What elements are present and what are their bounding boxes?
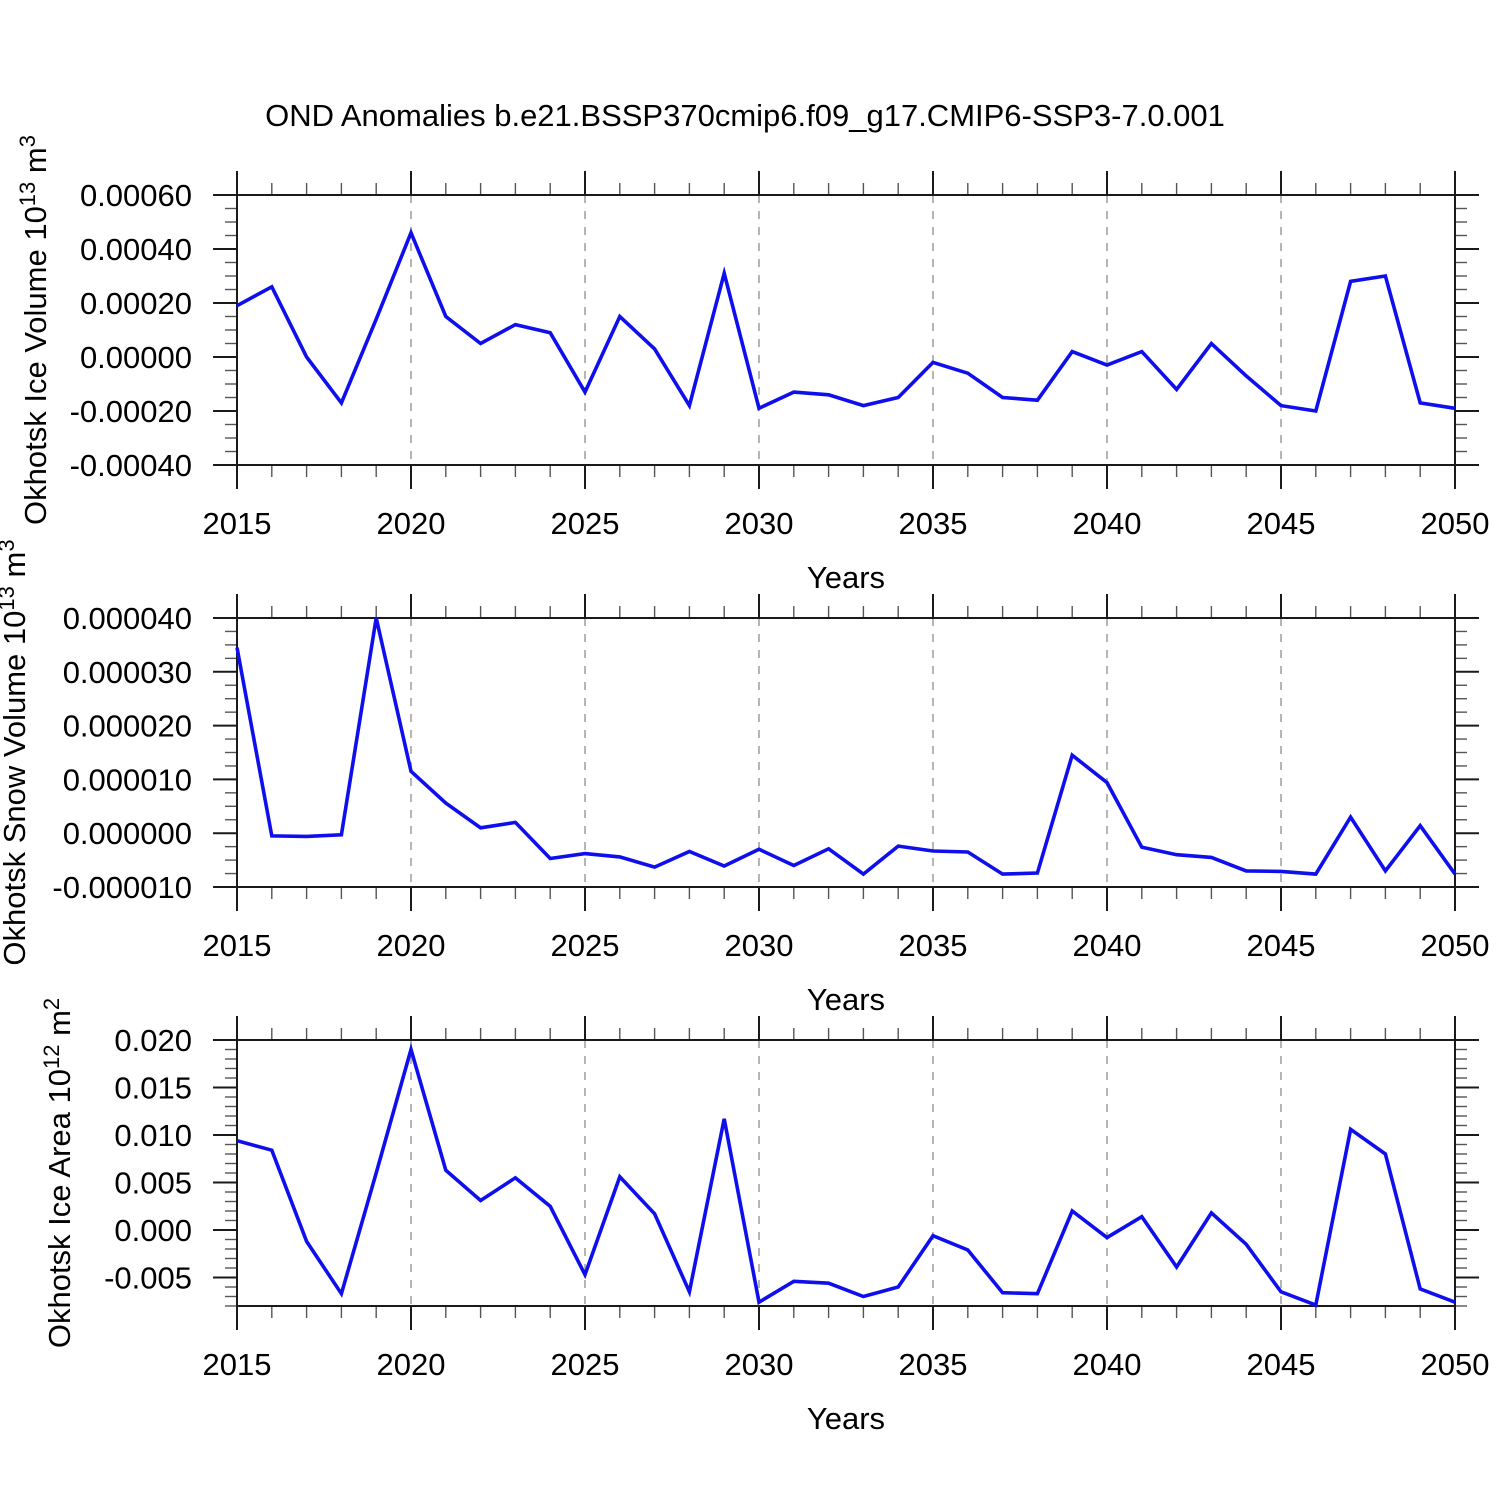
y-tick-label: 0.000 [114, 1213, 192, 1248]
panel-1-series-line [235, 617, 1457, 877]
y-tick-label: -0.005 [104, 1261, 192, 1296]
y-axis-title: Okhotsk Snow Volume 1013 m3 [0, 539, 32, 965]
panel-1-frame [236, 617, 1456, 888]
x-tick-label: 2020 [377, 1347, 446, 1382]
x-axis-title: Years [807, 560, 885, 595]
y-tick-label: 0.000040 [63, 601, 192, 636]
x-tick-label: 2025 [551, 506, 620, 541]
x-tick-label: 2040 [1073, 506, 1142, 541]
x-tick-label: 2035 [899, 1347, 968, 1382]
x-tick-label: 2050 [1421, 1347, 1490, 1382]
panel-0-xtick-labels: 2015 2020 2025 2030 2035 2040 2045 2050 [203, 506, 1490, 541]
panel-0-ytick-labels: 0.00060 0.00040 0.00020 0.00000 -0.00020 -0.0… [70, 178, 192, 483]
y-tick-label: -0.00040 [70, 448, 192, 483]
panel-0-ticks [213, 171, 1479, 489]
panel-2-xtick-labels: 2015 2020 2025 2030 2035 2040 2045 2050 [203, 1347, 1490, 1382]
x-tick-label: 2025 [551, 928, 620, 963]
y-tick-label: -0.00020 [70, 394, 192, 429]
y-tick-label: 0.010 [114, 1118, 192, 1153]
y-tick-label: 0.005 [114, 1166, 192, 1201]
panel-0-frame [236, 194, 1456, 466]
y-tick-label: 0.015 [114, 1071, 192, 1106]
panel-2-ticks [213, 1016, 1479, 1330]
y-tick-label: 0.000010 [63, 762, 192, 797]
x-tick-label: 2050 [1421, 506, 1490, 541]
panel-1-ytick-labels: 0.000040 0.000030 0.000020 0.000010 0.000000… [52, 601, 192, 905]
x-tick-label: 2030 [725, 506, 794, 541]
panel-1: 0.000040 0.000030 0.000020 0.000010 0.000000… [0, 539, 1489, 1017]
panel-0-gridlines [410, 195, 1282, 465]
panel-0-series-line [236, 228, 1456, 414]
y-tick-label: 0.00060 [80, 178, 192, 213]
y-tick-label: -0.000010 [52, 870, 192, 905]
panel-2-frame [236, 1039, 1456, 1307]
y-tick-label: 0.000030 [63, 655, 192, 690]
x-tick-label: 2030 [725, 928, 794, 963]
panel-1-ticks [213, 594, 1479, 911]
y-tick-label: 0.00040 [80, 232, 192, 267]
y-tick-label: 0.000000 [63, 816, 192, 851]
x-tick-label: 2040 [1073, 1347, 1142, 1382]
x-tick-label: 2020 [377, 928, 446, 963]
x-tick-label: 2020 [377, 506, 446, 541]
x-tick-label: 2015 [203, 506, 272, 541]
panel-1-gridlines [410, 618, 1282, 887]
x-tick-label: 2050 [1421, 928, 1490, 963]
y-tick-label: 0.020 [114, 1023, 192, 1058]
x-tick-label: 2015 [203, 1347, 272, 1382]
y-tick-label: 0.000020 [63, 709, 192, 744]
panel-1-xtick-labels: 2015 2020 2025 2030 2035 2040 2045 2050 [203, 928, 1490, 963]
x-tick-label: 2045 [1247, 506, 1316, 541]
x-tick-label: 2025 [551, 1347, 620, 1382]
x-tick-label: 2035 [899, 928, 968, 963]
y-axis-title: Okhotsk Ice Volume 1013 m3 [15, 135, 53, 525]
chart-title: OND Anomalies b.e21.BSSP370cmip6.f09_g17… [265, 98, 1225, 133]
panel-0: 0.00060 0.00040 0.00020 0.00000 -0.00020 -0.0… [15, 135, 1489, 595]
y-axis-title: Okhotsk Ice Area 1012 m2 [39, 998, 77, 1348]
panel-2-series-line [236, 1042, 1456, 1308]
x-tick-label: 2045 [1247, 928, 1316, 963]
x-tick-label: 2030 [725, 1347, 794, 1382]
panel-2-gridlines [410, 1040, 1282, 1306]
x-axis-title: Years [807, 982, 885, 1017]
y-tick-label: 0.00000 [80, 340, 192, 375]
x-tick-label: 2045 [1247, 1347, 1316, 1382]
x-tick-label: 2035 [899, 506, 968, 541]
panel-2-ytick-labels: 0.020 0.015 0.010 0.005 0.000 -0.005 [104, 1023, 192, 1296]
x-tick-label: 2015 [203, 928, 272, 963]
x-tick-label: 2040 [1073, 928, 1142, 963]
x-axis-title: Years [807, 1401, 885, 1436]
y-tick-label: 0.00020 [80, 286, 192, 321]
